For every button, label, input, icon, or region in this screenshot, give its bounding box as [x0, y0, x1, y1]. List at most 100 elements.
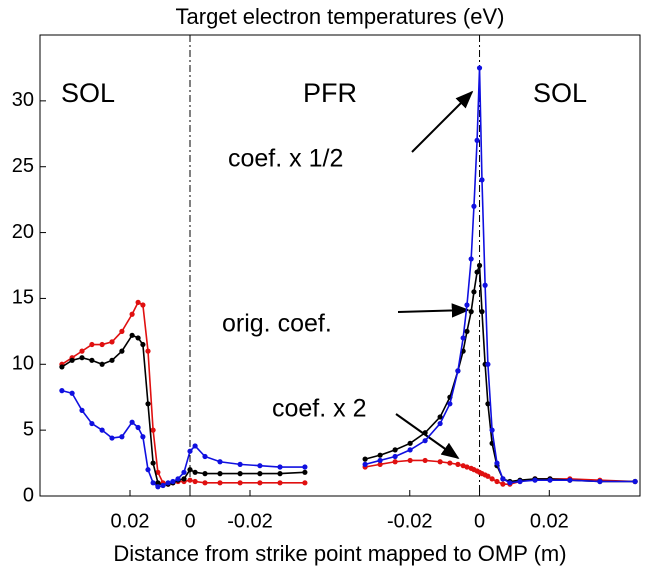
data-point — [447, 460, 453, 466]
data-point — [422, 438, 428, 444]
data-point — [129, 419, 135, 425]
region-label: SOL — [61, 78, 115, 108]
data-point — [437, 459, 443, 465]
data-point — [109, 357, 115, 363]
y-tick-label: 25 — [12, 155, 34, 177]
data-point — [597, 478, 603, 485]
data-point — [89, 341, 95, 348]
data-point — [476, 65, 483, 71]
data-point — [632, 478, 638, 485]
data-point — [59, 388, 65, 394]
data-point — [407, 457, 413, 464]
data-point — [145, 401, 151, 407]
data-point — [175, 476, 181, 482]
y-tick-label: 5 — [23, 418, 34, 440]
data-point — [547, 477, 553, 483]
data-point — [155, 469, 161, 475]
data-point — [237, 461, 243, 467]
data-point — [79, 348, 85, 354]
x-tick-label: 0 — [474, 510, 485, 532]
data-point — [237, 471, 243, 477]
arrow — [411, 90, 474, 153]
data-point — [302, 469, 308, 475]
data-point — [187, 467, 193, 473]
data-point — [217, 459, 223, 465]
data-point — [474, 137, 480, 143]
data-point — [181, 476, 187, 482]
y-tick-label: 30 — [12, 89, 34, 111]
data-point — [362, 461, 368, 467]
data-point — [464, 328, 470, 334]
data-point — [464, 464, 470, 470]
data-point — [155, 484, 161, 490]
data-point — [302, 464, 308, 470]
x-tick-label: -0.02 — [227, 510, 273, 532]
region-label: SOL — [533, 78, 587, 108]
data-point — [567, 477, 573, 483]
arrow — [395, 413, 460, 460]
data-point — [392, 453, 398, 460]
data-point — [129, 311, 135, 317]
x-tick-label: 0.02 — [530, 510, 569, 532]
data-point — [455, 368, 461, 374]
data-point — [277, 480, 283, 486]
x-tick-label: 0 — [184, 510, 195, 532]
plot-frame — [39, 34, 641, 497]
data-point — [464, 302, 470, 308]
data-point — [422, 430, 428, 436]
data-point — [181, 469, 187, 475]
data-point — [155, 480, 161, 486]
x-tick-label: -0.02 — [387, 510, 433, 532]
data-point — [79, 355, 85, 361]
data-point — [460, 335, 466, 341]
data-point — [99, 361, 105, 367]
data-point — [69, 390, 75, 396]
data-point — [192, 478, 198, 485]
data-point — [135, 335, 141, 341]
data-point — [165, 480, 171, 486]
data-point — [302, 480, 308, 486]
data-point — [129, 332, 135, 338]
data-point — [145, 348, 151, 354]
data-point — [489, 427, 495, 433]
data-point — [140, 302, 146, 308]
data-point — [257, 463, 263, 469]
data-point — [500, 481, 506, 487]
y-tick-label: 20 — [12, 221, 34, 243]
data-point — [277, 464, 283, 470]
data-point — [69, 357, 75, 363]
data-point — [377, 461, 383, 467]
data-point — [119, 348, 125, 354]
region-label: PFR — [303, 78, 357, 108]
data-point — [202, 471, 208, 477]
data-point — [187, 477, 193, 483]
data-point — [500, 476, 506, 482]
data-point — [532, 477, 538, 483]
data-point — [192, 443, 198, 449]
data-point — [422, 457, 428, 464]
data-point — [485, 473, 491, 479]
annotation: coef. x 2 — [272, 395, 367, 423]
data-point — [437, 420, 443, 427]
data-point — [476, 262, 483, 269]
data-point — [277, 471, 283, 477]
x-axis-label: Distance from strike point mapped to OMP… — [113, 541, 566, 566]
data-point — [79, 407, 85, 413]
data-point — [89, 357, 95, 363]
data-point — [135, 299, 141, 305]
data-point — [517, 478, 523, 485]
data-point — [150, 427, 156, 433]
series-line — [61, 334, 305, 487]
y-tick-label: 10 — [12, 353, 34, 375]
data-point — [145, 467, 151, 473]
data-point — [140, 434, 146, 440]
data-point — [471, 203, 477, 209]
series-line — [364, 265, 636, 483]
data-point — [468, 256, 474, 262]
data-point — [489, 476, 495, 482]
data-point — [135, 424, 141, 431]
data-point — [485, 401, 491, 407]
y-tick-label: 0 — [23, 484, 34, 506]
data-point — [119, 328, 125, 334]
